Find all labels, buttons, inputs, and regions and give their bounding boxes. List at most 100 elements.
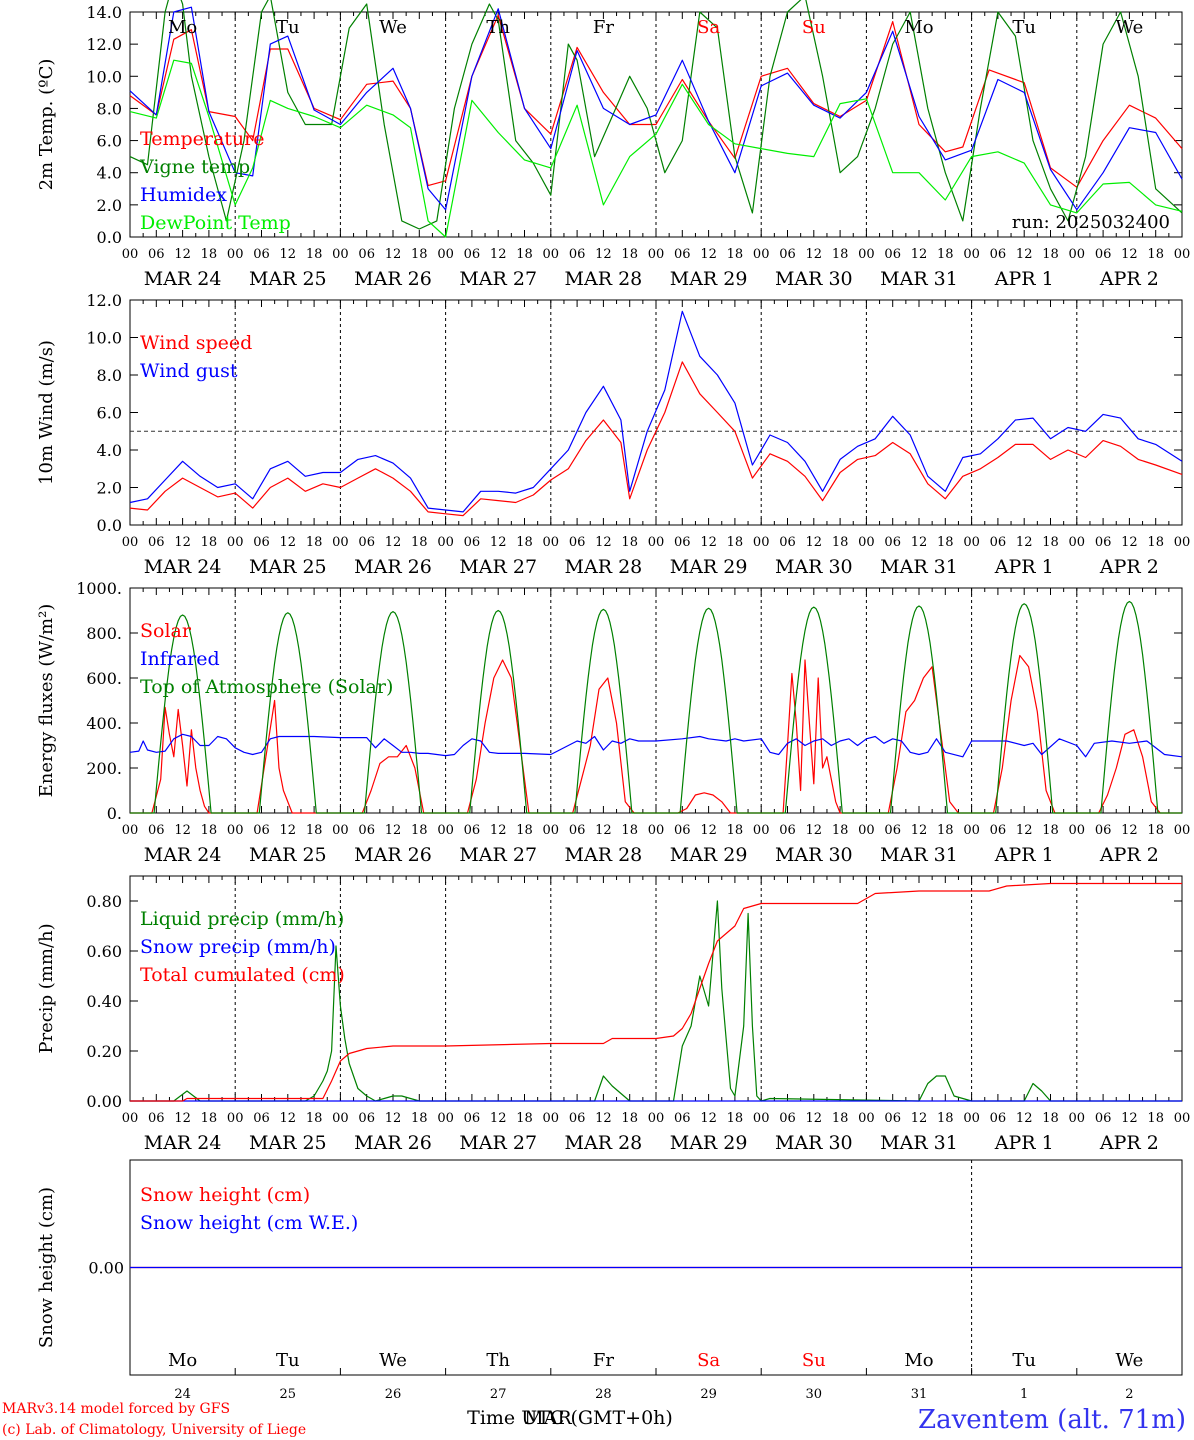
hour-tick-label: 00 bbox=[543, 247, 560, 262]
date-label: MAR 29 bbox=[670, 556, 748, 578]
hour-tick-label: 00 bbox=[858, 535, 875, 550]
hour-tick-label: 06 bbox=[779, 247, 796, 262]
day-number-label: 27 bbox=[490, 1387, 507, 1402]
x-axis-label: Time UTC (GMT+0h) bbox=[467, 1407, 673, 1429]
hour-tick-label: 18 bbox=[621, 823, 638, 838]
hour-tick-label: 18 bbox=[201, 1111, 218, 1126]
hour-tick-label: 06 bbox=[464, 535, 481, 550]
weekday-label: Th bbox=[486, 17, 510, 38]
hour-tick-label: 00 bbox=[543, 1111, 560, 1126]
legend-entry: Humidex bbox=[140, 184, 227, 206]
hour-tick-label: 18 bbox=[727, 1111, 744, 1126]
hour-tick-label: 06 bbox=[253, 535, 270, 550]
hour-tick-label: 12 bbox=[595, 535, 612, 550]
hour-tick-label: 12 bbox=[1121, 1111, 1138, 1126]
hour-tick-label: 00 bbox=[332, 1111, 349, 1126]
hour-tick-label: 18 bbox=[516, 1111, 533, 1126]
hour-tick-label: 18 bbox=[1042, 247, 1059, 262]
hour-tick-label: 06 bbox=[464, 823, 481, 838]
hour-tick-label: 06 bbox=[1095, 1111, 1112, 1126]
hour-tick-label: 06 bbox=[990, 247, 1007, 262]
hour-tick-label: 18 bbox=[516, 823, 533, 838]
hour-tick-label: 00 bbox=[332, 823, 349, 838]
hour-tick-label: 00 bbox=[122, 247, 139, 262]
hour-tick-label: 00 bbox=[963, 823, 980, 838]
hour-tick-label: 00 bbox=[227, 823, 244, 838]
date-label: MAR 26 bbox=[354, 1132, 432, 1154]
hour-tick-label: 00 bbox=[1069, 535, 1086, 550]
hour-tick-label: 06 bbox=[674, 1111, 691, 1126]
day-number-label: 2 bbox=[1125, 1387, 1133, 1402]
hour-tick-label: 18 bbox=[937, 535, 954, 550]
credit-line-2: (c) Lab. of Climatology, University of L… bbox=[2, 1422, 306, 1438]
hour-tick-label: 12 bbox=[174, 535, 191, 550]
hour-tick-label: 06 bbox=[884, 1111, 901, 1126]
y-tick-label: 0.80 bbox=[86, 892, 122, 911]
date-label: MAR 27 bbox=[459, 268, 537, 290]
hour-tick-label: 18 bbox=[201, 823, 218, 838]
hour-tick-label: 00 bbox=[437, 1111, 454, 1126]
hour-tick-label: 00 bbox=[122, 535, 139, 550]
hour-tick-label: 06 bbox=[779, 823, 796, 838]
hour-tick-label: 06 bbox=[884, 247, 901, 262]
hour-tick-label: 06 bbox=[464, 1111, 481, 1126]
series-line bbox=[129, 310, 1183, 513]
date-label: MAR 31 bbox=[880, 556, 958, 578]
hour-tick-label: 18 bbox=[832, 1111, 849, 1126]
legend-entry: Snow precip (mm/h) bbox=[140, 936, 336, 958]
weekday-label: Sa bbox=[697, 1350, 720, 1371]
y-tick-label: 1000. bbox=[76, 579, 122, 598]
hour-tick-label: 18 bbox=[832, 247, 849, 262]
date-label: MAR 26 bbox=[354, 556, 432, 578]
hour-tick-label: 06 bbox=[990, 535, 1007, 550]
y-axis-label: Energy fluxes (W/m²) bbox=[36, 604, 57, 798]
hour-tick-label: 00 bbox=[753, 1111, 770, 1126]
hour-tick-label: 00 bbox=[963, 1111, 980, 1126]
hour-tick-label: 12 bbox=[595, 247, 612, 262]
y-tick-label: 14.0 bbox=[86, 3, 122, 22]
hour-tick-label: 18 bbox=[516, 247, 533, 262]
hour-tick-label: 06 bbox=[779, 535, 796, 550]
weekday-label: We bbox=[1116, 1350, 1144, 1371]
date-label: APR 2 bbox=[1099, 844, 1159, 866]
date-label: MAR 30 bbox=[775, 268, 853, 290]
hour-tick-label: 00 bbox=[122, 823, 139, 838]
weekday-label: Tu bbox=[1012, 1350, 1036, 1371]
weekday-label: Su bbox=[802, 17, 826, 38]
legend-entry: Top of Atmosphere (Solar) bbox=[140, 676, 393, 698]
hour-tick-label: 06 bbox=[569, 247, 586, 262]
hour-tick-label: 18 bbox=[727, 823, 744, 838]
hour-tick-label: 12 bbox=[595, 1111, 612, 1126]
hour-tick-label: 18 bbox=[306, 535, 323, 550]
y-tick-label: 0. bbox=[107, 804, 122, 823]
hour-tick-label: 00 bbox=[858, 247, 875, 262]
weekday-label: Mo bbox=[904, 1350, 933, 1371]
hour-tick-label: 06 bbox=[674, 823, 691, 838]
hour-tick-label: 18 bbox=[411, 1111, 428, 1126]
hour-tick-label: 06 bbox=[358, 535, 375, 550]
y-tick-label: 6.0 bbox=[97, 404, 122, 423]
hour-tick-label: 12 bbox=[700, 535, 717, 550]
legend-entry: Temperature bbox=[140, 128, 264, 150]
hour-tick-label: 06 bbox=[253, 1111, 270, 1126]
weekday-label: Th bbox=[486, 1350, 510, 1371]
hour-tick-label: 18 bbox=[1042, 535, 1059, 550]
hour-tick-label: 06 bbox=[674, 247, 691, 262]
weekday-label: We bbox=[379, 1350, 407, 1371]
hour-tick-label: 18 bbox=[201, 247, 218, 262]
hour-tick-label: 06 bbox=[253, 823, 270, 838]
hour-tick-label: 06 bbox=[1095, 823, 1112, 838]
hour-tick-label: 00 bbox=[543, 823, 560, 838]
date-label: MAR 29 bbox=[670, 1132, 748, 1154]
day-number-label: 24 bbox=[174, 1387, 191, 1402]
panel-4: 0.00 0.20 0.40 0.60 0.80 Precip (mm/h) Liquid … bbox=[36, 875, 1190, 1154]
credit-line-1: MARv3.14 model forced by GFS bbox=[2, 1401, 230, 1417]
date-label: MAR 24 bbox=[144, 556, 222, 578]
hour-tick-label: 06 bbox=[884, 535, 901, 550]
day-number-label: 25 bbox=[280, 1387, 297, 1402]
hour-tick-label: 18 bbox=[1147, 1111, 1164, 1126]
legend-entry: Total cumulated (cm) bbox=[140, 964, 345, 986]
legend-entry: Snow height (cm) bbox=[140, 1184, 310, 1206]
hour-tick-label: 12 bbox=[385, 247, 402, 262]
hour-tick-label: 06 bbox=[358, 823, 375, 838]
